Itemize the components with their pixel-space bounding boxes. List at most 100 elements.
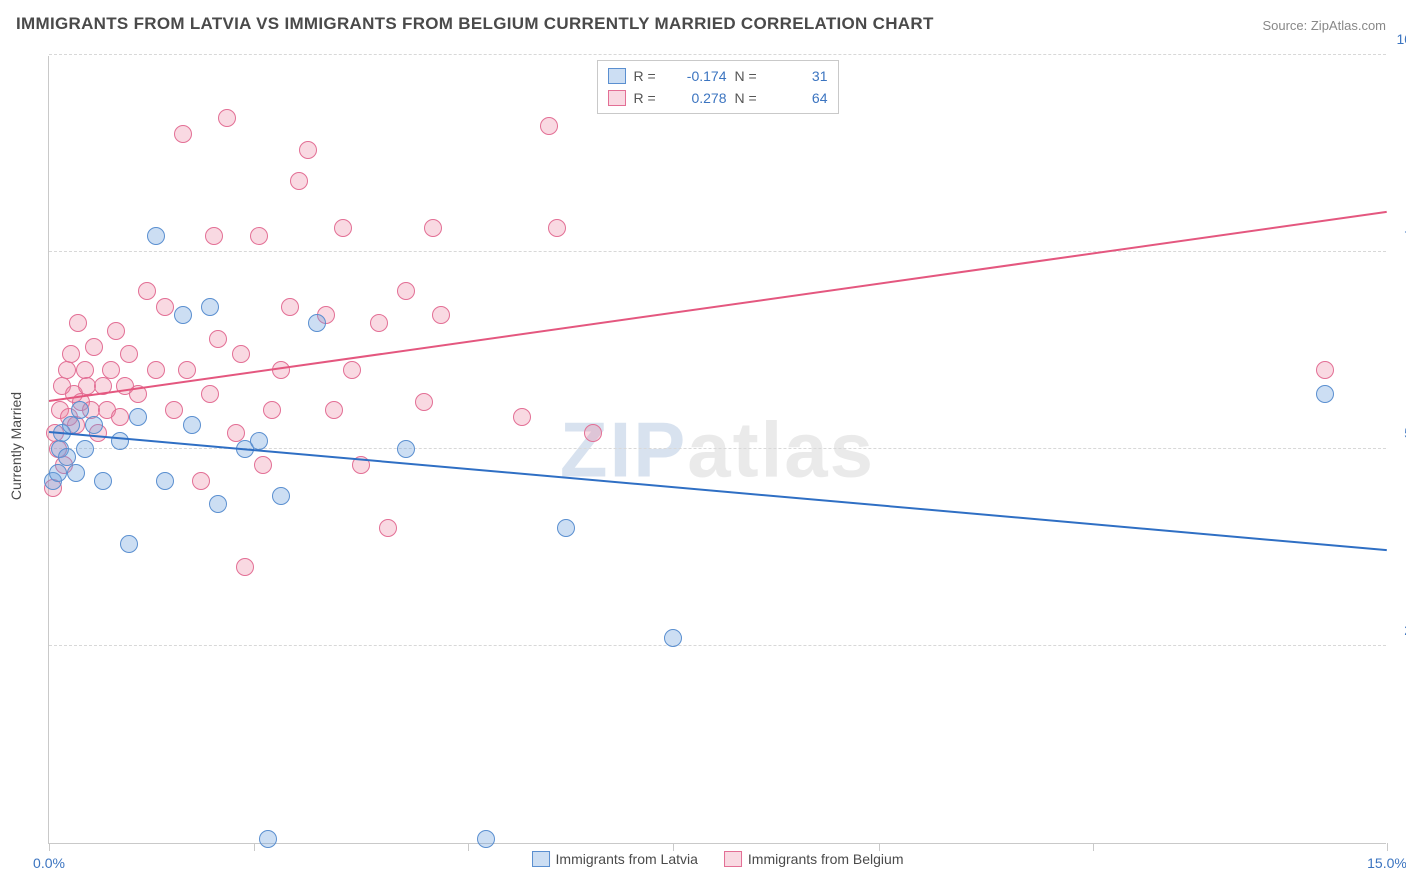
scatter-point [281,298,299,316]
n-value-latvia: 31 [773,68,828,84]
scatter-point [201,298,219,316]
scatter-point [548,219,566,237]
scatter-point [201,385,219,403]
correlation-legend: R = -0.174 N = 31 R = 0.278 N = 64 [597,60,839,114]
scatter-point [205,227,223,245]
x-tick [254,843,255,851]
scatter-point [76,440,94,458]
scatter-point [1316,361,1334,379]
scatter-point [308,314,326,332]
x-tick [49,843,50,851]
scatter-point [263,401,281,419]
scatter-point [397,282,415,300]
scatter-point [120,535,138,553]
scatter-point [49,464,67,482]
scatter-point [664,629,682,647]
plot-area: ZIPatlas R = -0.174 N = 31 R = 0.278 N =… [48,56,1386,844]
scatter-point [85,416,103,434]
swatch-latvia [608,68,626,84]
x-tick [468,843,469,851]
scatter-point [299,141,317,159]
scatter-point [250,432,268,450]
r-value-latvia: -0.174 [672,68,727,84]
scatter-point [540,117,558,135]
scatter-point [584,424,602,442]
scatter-point [236,558,254,576]
scatter-point [513,408,531,426]
scatter-point [209,330,227,348]
scatter-point [107,322,125,340]
scatter-point [156,472,174,490]
legend-row-belgium: R = 0.278 N = 64 [608,87,828,109]
swatch-latvia [532,851,550,867]
scatter-point [165,401,183,419]
scatter-point [111,432,129,450]
scatter-point [334,219,352,237]
scatter-point [218,109,236,127]
scatter-point [477,830,495,848]
gridline [49,251,1386,252]
y-axis-label: Currently Married [8,392,24,500]
scatter-point [250,227,268,245]
x-tick [879,843,880,851]
scatter-point [147,361,165,379]
scatter-point [192,472,210,490]
x-tick [1093,843,1094,851]
legend-item-belgium: Immigrants from Belgium [724,851,904,867]
swatch-belgium [608,90,626,106]
n-label: N = [735,68,765,84]
scatter-point [325,401,343,419]
scatter-point [232,345,250,363]
scatter-point [259,830,277,848]
scatter-point [379,519,397,537]
gridline [49,54,1386,55]
scatter-point [370,314,388,332]
y-tick-label: 100.0% [1397,31,1406,47]
scatter-point [557,519,575,537]
watermark-atlas: atlas [687,405,875,493]
scatter-point [174,125,192,143]
x-tick-label: 0.0% [33,855,65,871]
scatter-point [120,345,138,363]
legend-row-latvia: R = -0.174 N = 31 [608,65,828,87]
scatter-point [102,361,120,379]
legend-item-latvia: Immigrants from Latvia [532,851,698,867]
gridline [49,645,1386,646]
trend-line [49,431,1387,551]
scatter-point [290,172,308,190]
scatter-point [1316,385,1334,403]
series-legend: Immigrants from Latvia Immigrants from B… [532,851,904,867]
x-tick [1387,843,1388,851]
n-label: N = [735,90,765,106]
source-label: Source: ZipAtlas.com [1262,18,1386,33]
scatter-point [138,282,156,300]
scatter-point [71,401,89,419]
scatter-point [69,314,87,332]
scatter-point [62,345,80,363]
scatter-point [209,495,227,513]
scatter-point [397,440,415,458]
scatter-point [424,219,442,237]
scatter-point [183,416,201,434]
scatter-point [111,408,129,426]
r-label: R = [634,90,664,106]
scatter-point [432,306,450,324]
scatter-point [415,393,433,411]
scatter-point [129,408,147,426]
scatter-point [343,361,361,379]
scatter-point [272,361,290,379]
scatter-point [156,298,174,316]
r-label: R = [634,68,664,84]
legend-label-belgium: Immigrants from Belgium [748,851,904,867]
n-value-belgium: 64 [773,90,828,106]
legend-label-latvia: Immigrants from Latvia [556,851,698,867]
scatter-point [174,306,192,324]
scatter-point [67,464,85,482]
scatter-point [272,487,290,505]
x-tick-label: 15.0% [1367,855,1406,871]
r-value-belgium: 0.278 [672,90,727,106]
scatter-point [254,456,272,474]
chart-title: IMMIGRANTS FROM LATVIA VS IMMIGRANTS FRO… [16,14,934,34]
scatter-point [94,472,112,490]
swatch-belgium [724,851,742,867]
